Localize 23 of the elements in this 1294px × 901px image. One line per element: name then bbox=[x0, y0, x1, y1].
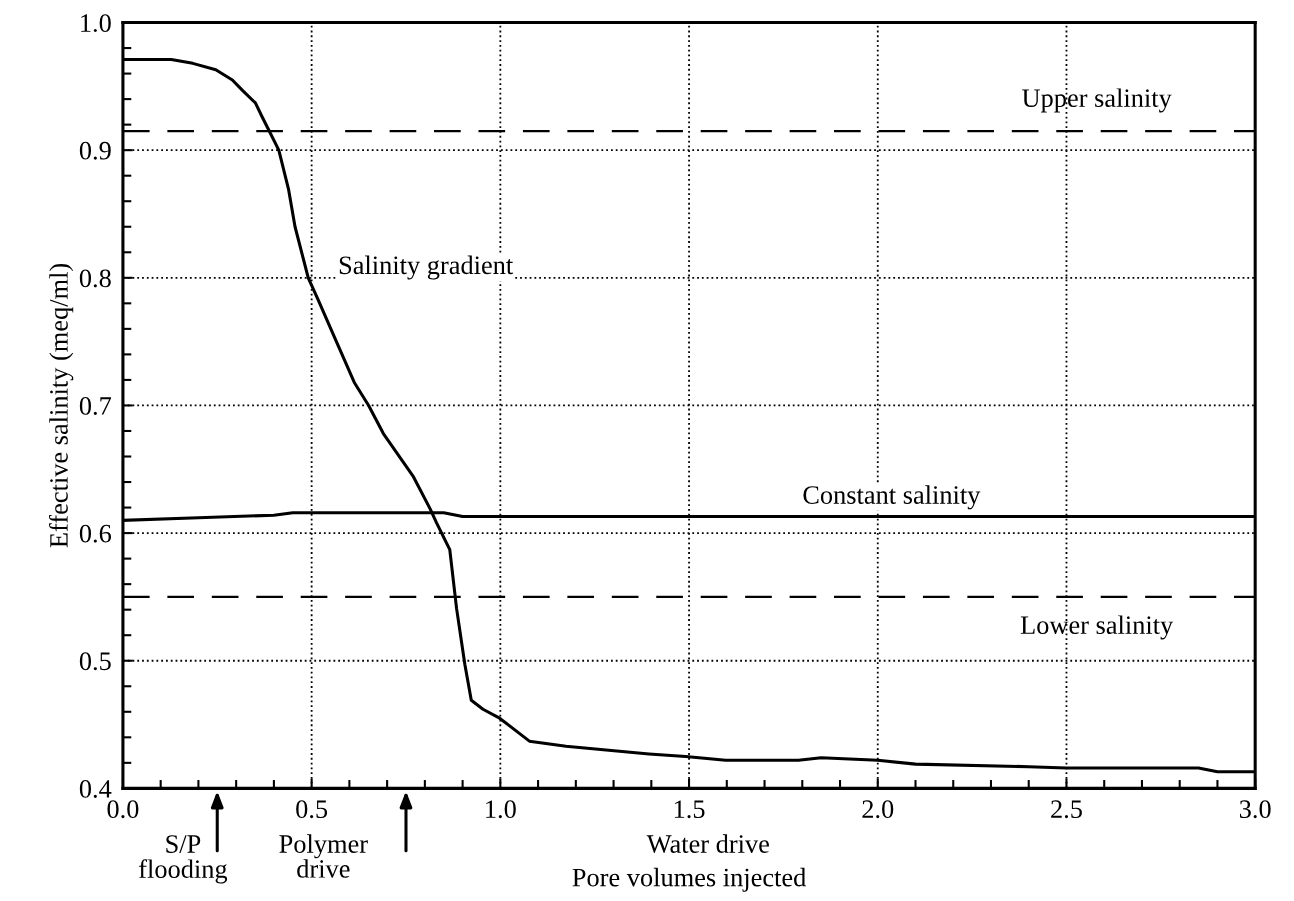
x-tick-label: 2.0 bbox=[862, 800, 894, 819]
x-tick-label: 2.5 bbox=[1051, 800, 1082, 819]
x-axis-title: Pore volumes injected bbox=[572, 867, 806, 892]
y-tick-label: 0.4 bbox=[79, 779, 112, 798]
y-axis-title: Effective salinity (meq/ml) bbox=[49, 263, 74, 548]
text: Water drive bbox=[646, 834, 769, 854]
y-tick-label: 0.6 bbox=[79, 524, 112, 543]
y-tick-label: 0.7 bbox=[79, 397, 112, 415]
ref-line-label: Upper salinity bbox=[1022, 88, 1172, 113]
text: Polymer drive bbox=[279, 834, 368, 878]
y-tick-label: 0.5 bbox=[79, 652, 111, 671]
text: S/P flooding bbox=[139, 835, 228, 884]
x-tick-label: 3.0 bbox=[1239, 800, 1271, 819]
series-label: Constant salinity bbox=[803, 485, 981, 510]
y-tick-label: 0.8 bbox=[79, 269, 111, 288]
y-tick-label: 0.9 bbox=[79, 141, 111, 160]
x-tick-label: 1.5 bbox=[674, 800, 705, 819]
x-tick-label: 0.5 bbox=[296, 800, 328, 819]
x-tick-label: 0.0 bbox=[107, 800, 139, 819]
x-tick-label: 1.0 bbox=[486, 800, 516, 819]
series-label: Salinity gradient bbox=[339, 255, 514, 280]
y-tick-label: 1.0 bbox=[81, 14, 111, 33]
ref-line-label: Lower salinity bbox=[1020, 615, 1174, 640]
